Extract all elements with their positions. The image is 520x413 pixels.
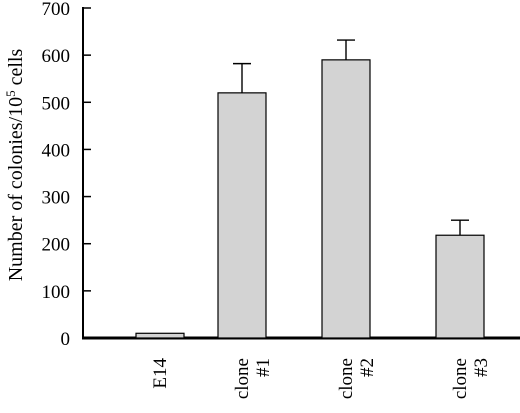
- y-ticks: 0 100 200 300 400 500 600 700: [42, 0, 91, 350]
- category-label-line2: #3: [471, 358, 492, 377]
- bar: [435, 234, 485, 339]
- y-tick-label: 700: [42, 0, 71, 20]
- y-tick-label: 200: [42, 235, 71, 256]
- y-axis-title: Number of colonies/105 cells: [3, 49, 27, 282]
- category-label: clone: [450, 358, 471, 399]
- y-axis-title-superscript: 5: [3, 90, 18, 97]
- bar: [135, 332, 185, 339]
- category-label-line2: #2: [357, 358, 378, 377]
- y-axis-title-main: Number of colonies/10: [5, 97, 27, 281]
- bar: [217, 92, 267, 339]
- category-labels: E14 clone #1 clone #2 clone #3: [150, 358, 492, 400]
- y-tick-label: 500: [42, 93, 71, 114]
- category-label-line2: #1: [253, 358, 274, 377]
- category-label: E14: [150, 358, 171, 389]
- bars: [135, 59, 485, 339]
- error-bars: [233, 39, 469, 236]
- bar: [321, 59, 371, 339]
- y-tick-label: 100: [42, 282, 71, 303]
- y-tick-label: 300: [42, 188, 71, 209]
- y-axis-title-suffix: cells: [5, 49, 27, 91]
- y-tick-label: 400: [42, 140, 71, 161]
- category-label: clone: [232, 358, 253, 399]
- y-tick-label: 600: [42, 46, 71, 67]
- y-tick-label: 0: [61, 329, 71, 350]
- category-label: clone: [336, 358, 357, 399]
